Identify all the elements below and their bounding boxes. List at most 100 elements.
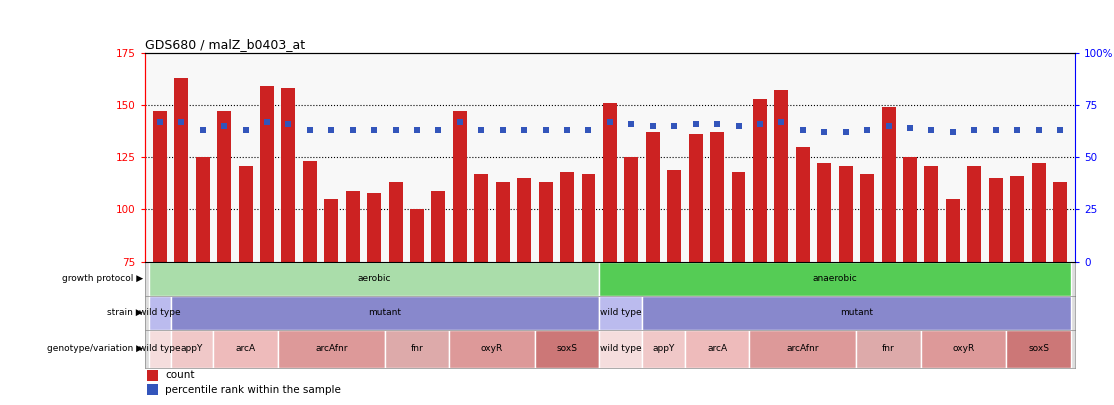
Text: wild type: wild type (599, 308, 642, 317)
Text: GDS680 / malZ_b0403_at: GDS680 / malZ_b0403_at (145, 38, 305, 51)
Bar (946, 199, 960, 262)
Point (1029, 127, 1047, 133)
Point (644, 123, 662, 129)
Bar (170, 296, 599, 330)
Point (709, 120, 726, 127)
Point (215, 123, 233, 129)
Bar (384, 330, 449, 367)
Point (730, 123, 747, 129)
Text: soxS: soxS (1028, 344, 1049, 353)
Bar (149, 296, 170, 330)
Bar (453, 111, 467, 262)
Bar (496, 182, 510, 262)
Point (344, 127, 362, 133)
Bar (147, 369, 158, 381)
Bar (857, 330, 920, 367)
Bar (214, 330, 277, 367)
Bar (560, 172, 574, 262)
Bar (1010, 176, 1024, 262)
Bar (368, 193, 381, 262)
Point (837, 129, 854, 135)
Point (686, 120, 704, 127)
Bar (149, 262, 599, 296)
Point (1008, 127, 1026, 133)
Bar (642, 330, 685, 367)
Bar (260, 86, 274, 262)
Bar (967, 166, 981, 262)
Point (665, 123, 683, 129)
Bar (925, 166, 938, 262)
Text: appY: appY (653, 344, 675, 353)
Point (966, 127, 984, 133)
Point (472, 127, 490, 133)
Text: wild type: wild type (139, 308, 180, 317)
Bar (582, 174, 596, 262)
Bar (196, 157, 209, 262)
Bar (345, 191, 360, 262)
Point (236, 127, 254, 133)
Point (150, 118, 168, 125)
Text: arcA: arcA (707, 344, 727, 353)
Point (558, 127, 576, 133)
Bar (818, 164, 831, 262)
Point (365, 127, 383, 133)
Bar (646, 132, 659, 262)
Text: soxS: soxS (557, 344, 577, 353)
Bar (1006, 330, 1071, 367)
Point (858, 127, 876, 133)
Bar (174, 78, 188, 262)
Text: wild type: wild type (139, 344, 180, 353)
Bar (667, 170, 681, 262)
Bar (920, 330, 1006, 367)
Bar (881, 107, 896, 262)
Text: strain ▶: strain ▶ (107, 308, 143, 317)
Bar (750, 330, 857, 367)
Text: oxyR: oxyR (952, 344, 975, 353)
Bar (603, 103, 617, 262)
Bar (324, 199, 339, 262)
Text: arcAfnr: arcAfnr (786, 344, 819, 353)
Point (408, 127, 426, 133)
Point (258, 118, 276, 125)
Bar (989, 178, 1003, 262)
Text: anaerobic: anaerobic (812, 274, 858, 283)
Bar (217, 111, 231, 262)
Point (280, 120, 297, 127)
Point (387, 127, 404, 133)
Bar (599, 330, 642, 367)
Bar (642, 296, 1071, 330)
Bar (517, 178, 531, 262)
Point (301, 127, 319, 133)
Bar (839, 166, 852, 262)
Point (922, 127, 940, 133)
Bar (238, 166, 253, 262)
Bar (149, 330, 170, 367)
Point (880, 123, 898, 129)
Text: wild type: wild type (599, 344, 642, 353)
Text: arcA: arcA (235, 344, 255, 353)
Text: mutant: mutant (840, 308, 873, 317)
Point (173, 118, 190, 125)
Point (623, 120, 641, 127)
Bar (753, 99, 766, 262)
Point (602, 118, 619, 125)
Point (815, 129, 833, 135)
Bar (539, 182, 553, 262)
Text: mutant: mutant (369, 308, 401, 317)
Bar (431, 191, 446, 262)
Bar (303, 161, 316, 262)
Bar (860, 174, 874, 262)
Bar (147, 384, 158, 395)
Bar (449, 330, 535, 367)
Bar (624, 157, 638, 262)
Bar (1032, 164, 1046, 262)
Text: genotype/variation ▶: genotype/variation ▶ (47, 344, 143, 353)
Bar (410, 209, 424, 262)
Text: aerobic: aerobic (358, 274, 391, 283)
Point (794, 127, 812, 133)
Text: count: count (165, 370, 195, 380)
Point (579, 127, 597, 133)
Point (194, 127, 212, 133)
Bar (535, 330, 599, 367)
Point (494, 127, 511, 133)
